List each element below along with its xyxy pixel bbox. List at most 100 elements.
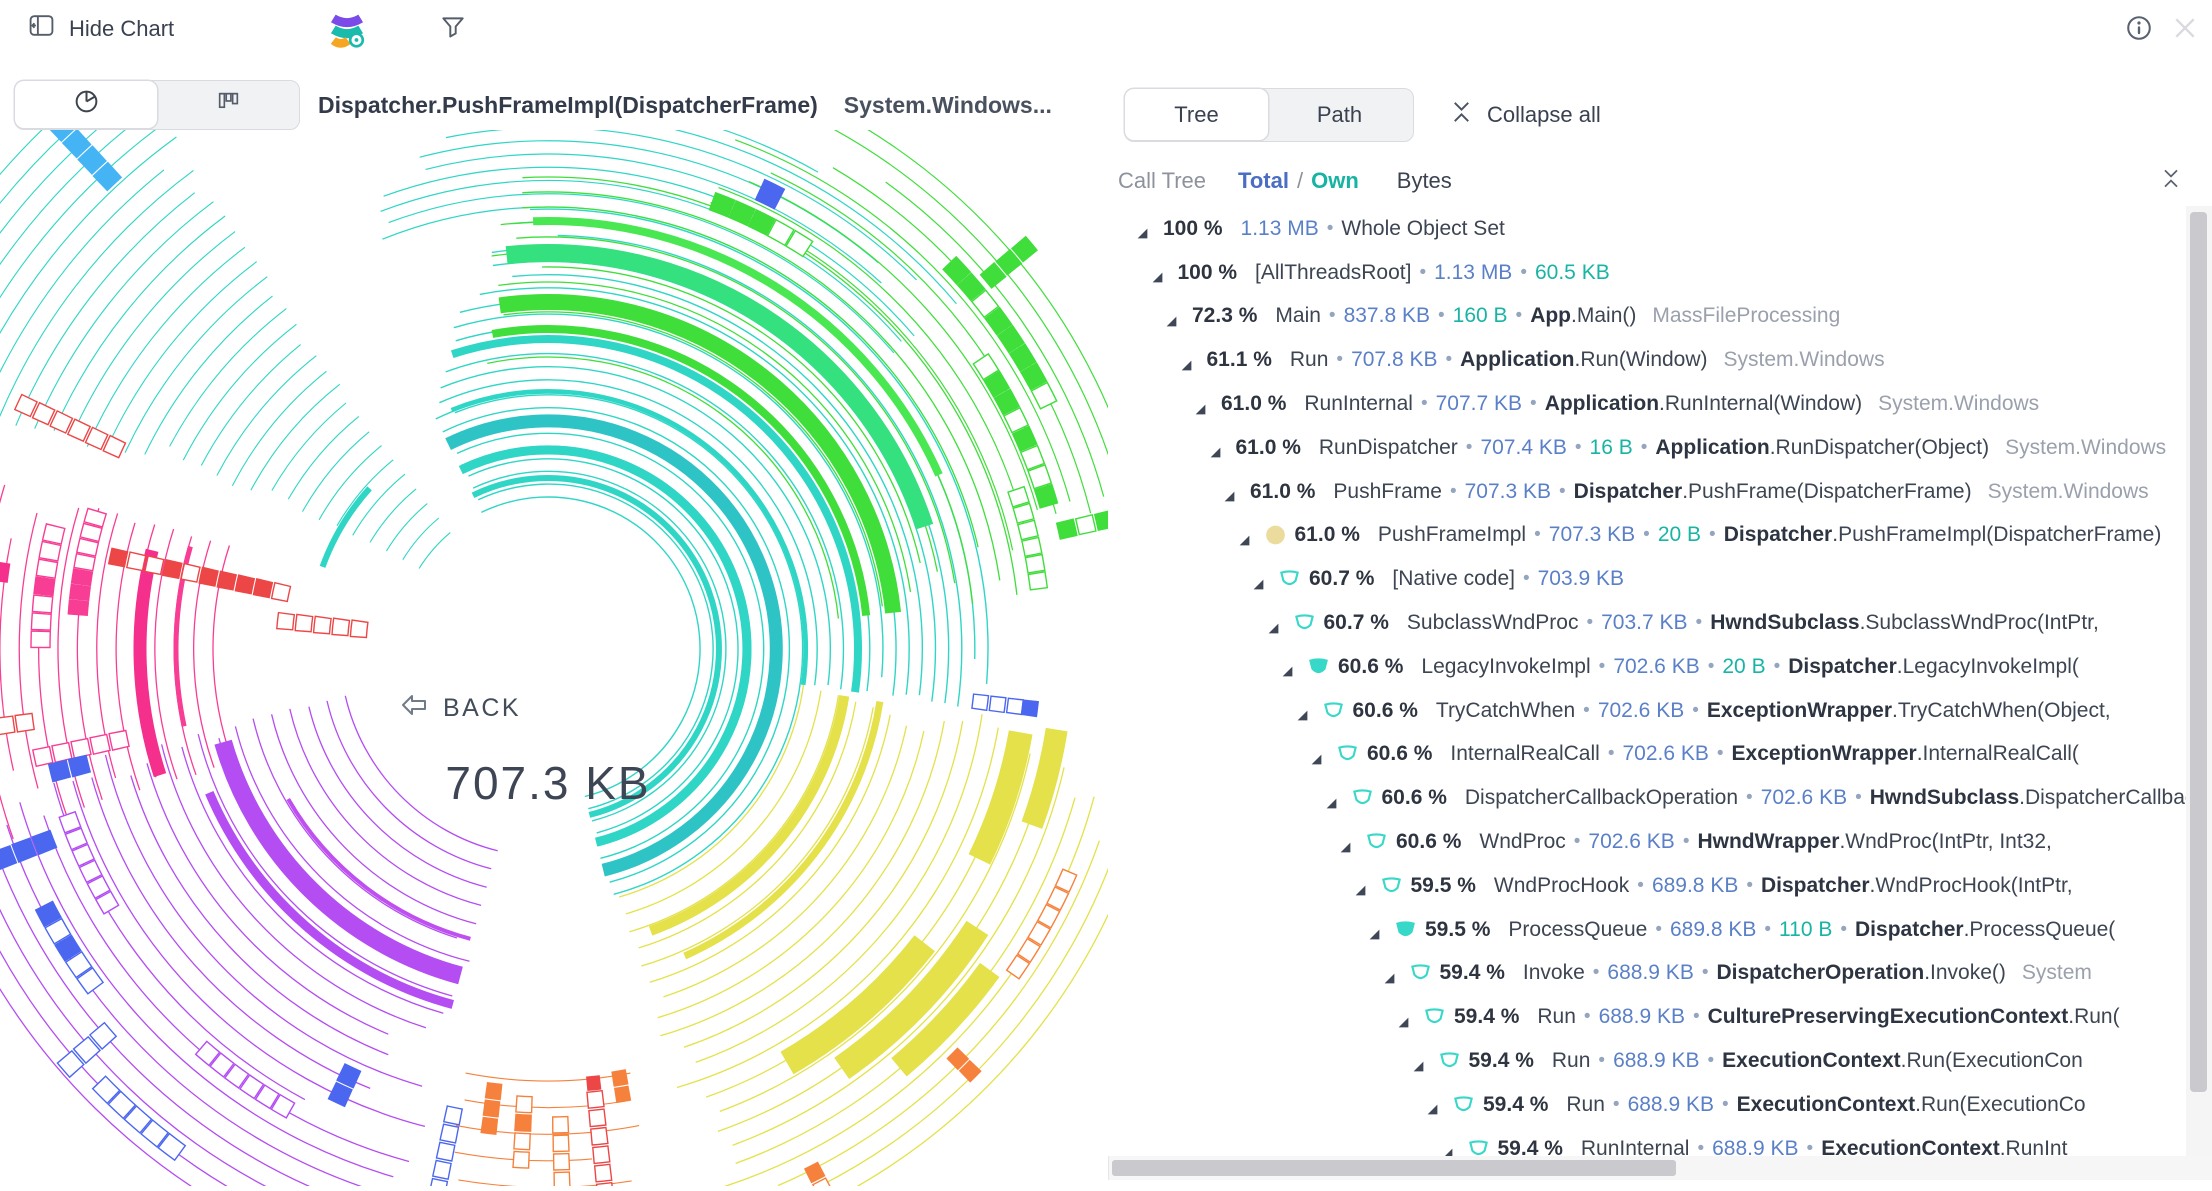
- bullet-separator: •: [1437, 305, 1445, 327]
- tree-row[interactable]: 61.0 % RunInternal • 707.7 KB • Application .R…: [1118, 382, 2186, 426]
- column-total[interactable]: Total: [1238, 168, 1289, 193]
- row-token-p: SubclassWndProc: [1406, 611, 1579, 635]
- column-own[interactable]: Own: [1311, 168, 1359, 193]
- tree-row[interactable]: 60.6 % LegacyInvokeImpl • 702.6 KB • 20 B • Dis…: [1118, 645, 2186, 689]
- collapse-chevrons-icon: [2159, 169, 2183, 194]
- expander-icon[interactable]: [1325, 792, 1338, 809]
- row-token-m: .TryCatchWhen(Object,: [1892, 698, 2111, 722]
- bullet-separator: •: [1326, 217, 1334, 239]
- tree-row[interactable]: 60.6 % WndProc • 702.6 KB • HwndWrapper .WndPr…: [1118, 820, 2186, 864]
- row-token-c: Dispatcher: [1855, 917, 1964, 941]
- icicle-view-button[interactable]: [157, 81, 299, 128]
- tree-row[interactable]: 100 % 1.13 MB • Whole Object Set: [1118, 207, 2186, 251]
- tree-row[interactable]: 61.0 % PushFrame • 707.3 KB • Dispatcher .Push…: [1118, 470, 2186, 514]
- row-token-m: .RunDispatcher(Object): [1769, 435, 1990, 459]
- expander-icon[interactable]: [1267, 617, 1280, 633]
- tab-tree[interactable]: Tree: [1125, 89, 1268, 140]
- tree-row[interactable]: 60.6 % DispatcherCallbackOperation • 702.6 …: [1118, 776, 2186, 820]
- vertical-scrollbar-thumb[interactable]: [2190, 212, 2207, 1092]
- sunburst-segment-icon: [1424, 1007, 1445, 1027]
- row-token-c: Application: [1544, 392, 1660, 416]
- call-tree-rows: 100 % 1.13 MB • Whole Object Set 100 % [AllTh…: [1118, 207, 2186, 1156]
- back-button[interactable]: BACK: [398, 690, 521, 726]
- sunburst-segment-icon: [1468, 1139, 1489, 1156]
- tree-row[interactable]: 100 % [AllThreadsRoot] • 1.13 MB • 60.5 KB: [1118, 251, 2186, 295]
- expander-icon[interactable]: [1368, 923, 1381, 940]
- row-percent: 60.6 %: [1367, 742, 1433, 766]
- row-token-c: ExceptionWrapper: [1706, 698, 1893, 722]
- expander-icon[interactable]: [1383, 967, 1396, 984]
- bullet-separator: •: [1559, 480, 1566, 502]
- bullet-separator: •: [1692, 699, 1699, 721]
- column-bytes[interactable]: Bytes: [1396, 168, 1452, 193]
- bullet-separator: •: [1592, 962, 1600, 984]
- expander-icon[interactable]: [1151, 266, 1164, 283]
- expander-icon[interactable]: [1252, 573, 1265, 590]
- tree-row[interactable]: 61.0 % RunDispatcher • 707.4 KB • 16 B • Applic…: [1118, 426, 2186, 470]
- tab-path[interactable]: Path: [1268, 89, 1411, 140]
- bullet-separator: •: [1520, 261, 1527, 283]
- expander-icon[interactable]: [1426, 1098, 1439, 1115]
- tree-row[interactable]: 59.4 % Invoke • 688.9 KB • DispatcherOperatio…: [1118, 952, 2186, 996]
- expander-icon[interactable]: [1209, 441, 1222, 458]
- sunburst-center: BACK 707.3 KB: [398, 690, 698, 810]
- row-percent: 59.4 %: [1497, 1136, 1563, 1156]
- sunburst-chart[interactable]: [0, 59, 1162, 1191]
- tree-row[interactable]: 61.1 % Run • 707.8 KB • Application .Run(Windo…: [1118, 338, 2186, 382]
- profiler-logo-icon[interactable]: [328, 10, 366, 50]
- hide-chart-button[interactable]: Hide Chart: [28, 12, 174, 45]
- expander-icon[interactable]: [1194, 398, 1207, 414]
- tree-row[interactable]: 60.7 % SubclassWndProc • 703.7 KB • HwndSubcl…: [1118, 601, 2186, 645]
- close-button[interactable]: [2170, 14, 2200, 44]
- filter-button[interactable]: [438, 12, 468, 44]
- row-token-c: HwndSubclass: [1710, 611, 1860, 635]
- tree-row[interactable]: 60.6 % TryCatchWhen • 702.6 KB • ExceptionWra…: [1118, 689, 2186, 733]
- tree-row[interactable]: 59.5 % ProcessQueue • 689.8 KB • 110 B • Dispat…: [1118, 908, 2186, 952]
- sunburst-segment-icon: [1337, 744, 1358, 764]
- bullet-separator: •: [1336, 349, 1344, 371]
- tree-row[interactable]: 60.6 % InternalRealCall • 702.6 KB • Exceptio…: [1118, 733, 2186, 777]
- row-token-c: ExceptionWrapper: [1731, 742, 1917, 766]
- tree-row[interactable]: 61.0 % PushFrameImpl • 707.3 KB • 20 B • Dispat…: [1118, 514, 2186, 558]
- expander-icon[interactable]: [1441, 1142, 1454, 1156]
- expander-icon[interactable]: [1412, 1055, 1425, 1071]
- vertical-scrollbar[interactable]: [2186, 206, 2212, 1156]
- expander-icon[interactable]: [1339, 836, 1352, 852]
- horizontal-scrollbar-thumb[interactable]: [1112, 1160, 1676, 1176]
- expander-icon[interactable]: [1136, 222, 1149, 239]
- bullet-separator: •: [1328, 305, 1336, 327]
- expander-icon[interactable]: [1281, 660, 1294, 677]
- row-percent: 59.5 %: [1410, 873, 1476, 897]
- tree-row[interactable]: 60.7 % [Native code] • 703.9 KB: [1118, 557, 2186, 601]
- horizontal-scrollbar[interactable]: [1108, 1156, 2212, 1180]
- row-token-O: 160 B: [1452, 304, 1508, 328]
- row-token-m: .RunInt: [1999, 1136, 2068, 1156]
- row-token-T: 702.6 KB: [1622, 742, 1709, 766]
- info-icon: [2125, 16, 2153, 45]
- sunburst-view-button[interactable]: [15, 81, 157, 128]
- info-button[interactable]: [2124, 14, 2154, 44]
- row-token-n: System.Windows: [1878, 392, 2040, 416]
- tree-row[interactable]: 59.4 % Run • 688.9 KB • ExecutionContext .Run(…: [1118, 1083, 2186, 1127]
- row-token-T: 688.9 KB: [1712, 1136, 1799, 1156]
- bullet-separator: •: [1709, 524, 1716, 546]
- funnel-icon: [439, 17, 467, 45]
- expander-icon[interactable]: [1296, 704, 1309, 721]
- expander-icon[interactable]: [1223, 485, 1236, 502]
- row-token-T: 707.3 KB: [1548, 523, 1636, 547]
- row-token-p: DispatcherCallbackOperation: [1464, 786, 1739, 810]
- expander-icon[interactable]: [1310, 748, 1323, 765]
- expander-icon[interactable]: [1354, 879, 1367, 896]
- tree-row[interactable]: 72.3 % Main • 837.8 KB • 160 B • App .Main() Mass…: [1118, 295, 2186, 339]
- tree-row[interactable]: 59.4 % Run • 688.9 KB • ExecutionContext .Run(…: [1118, 1039, 2186, 1083]
- tree-row[interactable]: 59.4 % Run • 688.9 KB • CulturePreservingExec…: [1118, 995, 2186, 1039]
- panel-collapse-button[interactable]: [2158, 166, 2184, 192]
- tree-row[interactable]: 59.4 % RunInternal • 688.9 KB • ExecutionCont…: [1118, 1127, 2186, 1156]
- tree-row[interactable]: 59.5 % WndProcHook • 689.8 KB • Dispatcher .Wn…: [1118, 864, 2186, 908]
- expander-icon[interactable]: [1180, 354, 1193, 371]
- collapse-all-button[interactable]: Collapse all: [1448, 98, 1601, 132]
- expander-icon[interactable]: [1238, 529, 1251, 546]
- expander-icon[interactable]: [1397, 1011, 1410, 1028]
- row-token-p: WndProcHook: [1493, 873, 1630, 897]
- expander-icon[interactable]: [1165, 310, 1178, 327]
